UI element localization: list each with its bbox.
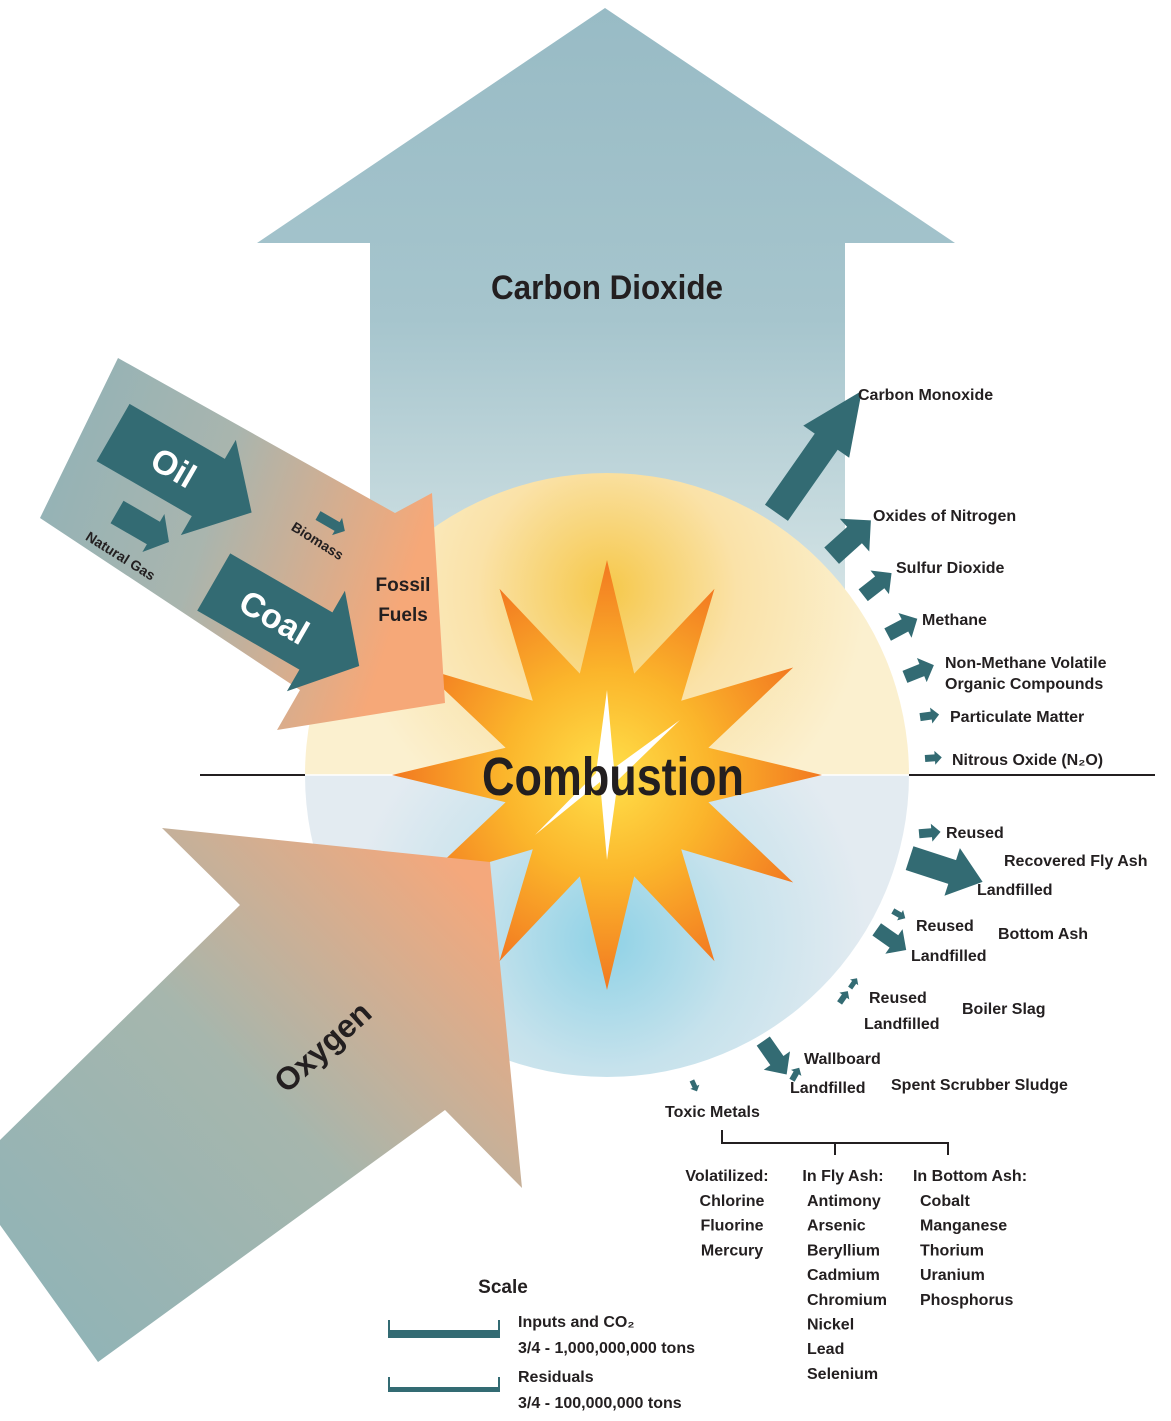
- residual-use: Reused: [916, 918, 974, 935]
- flow-arrow: [919, 707, 940, 726]
- scale-bar: [389, 1377, 499, 1392]
- toxic-metals-label: Toxic Metals: [665, 1104, 760, 1121]
- residual-name: Recovered Fly Ash: [1004, 853, 1147, 870]
- residual-use: Wallboard: [804, 1051, 881, 1068]
- residual-use: Landfilled: [977, 882, 1053, 899]
- fossil-fuels-label: Fuels: [378, 605, 428, 626]
- flow-arrow: [835, 988, 853, 1007]
- metal-name: Lead: [807, 1341, 844, 1358]
- residual-name: Bottom Ash: [998, 926, 1088, 943]
- metal-group-name: In Bottom Ash:: [913, 1168, 1027, 1185]
- flow-arrow: [854, 561, 901, 607]
- metal-name: Thorium: [920, 1242, 984, 1259]
- metal-name: Cobalt: [920, 1193, 970, 1210]
- flow-arrow: [846, 975, 861, 991]
- residual-use: Landfilled: [864, 1016, 940, 1033]
- oxygen-arrow: [0, 828, 522, 1362]
- metal-name: Phosphorus: [920, 1292, 1013, 1309]
- metal-group-name: Volatilized:: [685, 1168, 768, 1185]
- toxic-metal-groups: Volatilized: Chlorine Fluorine Mercury In Fl…: [685, 1168, 1027, 1383]
- center-label: Combustion: [482, 747, 744, 807]
- emission-label: Organic Compounds: [945, 676, 1103, 693]
- metal-name: Cadmium: [807, 1267, 880, 1284]
- scale-bar: [389, 1320, 499, 1338]
- scale-title: Scale: [478, 1277, 528, 1298]
- residual-use: Reused: [946, 825, 1004, 842]
- scale-label: Residuals: [518, 1369, 594, 1386]
- emission-label: Particulate Matter: [950, 709, 1084, 726]
- flow-arrow: [925, 750, 943, 765]
- emission-label: Nitrous Oxide (N₂O): [952, 752, 1103, 769]
- metal-group-name: In Fly Ash:: [802, 1168, 883, 1185]
- metal-name: Fluorine: [700, 1218, 763, 1235]
- emission-label: Oxides of Nitrogen: [873, 508, 1016, 525]
- flow-arrow: [918, 823, 941, 843]
- page: Oil Coal Natural Gas Biomass Fossil Fuel…: [0, 0, 1171, 1416]
- emission-label: Carbon Monoxide: [858, 387, 993, 404]
- metal-name: Mercury: [701, 1242, 763, 1259]
- metal-name: Chlorine: [700, 1193, 765, 1210]
- emission-label: Non-Methane Volatile: [945, 655, 1107, 672]
- residual-use: Reused: [869, 990, 927, 1007]
- emission-label: Methane: [922, 612, 987, 629]
- metal-name: Chromium: [807, 1292, 887, 1309]
- metal-name: Uranium: [920, 1267, 985, 1284]
- metal-name: Beryllium: [807, 1242, 880, 1259]
- flow-arrow: [900, 653, 939, 689]
- flow-arrow: [687, 1078, 701, 1093]
- residual-use: Landfilled: [790, 1080, 866, 1097]
- diagram: Oil Coal Natural Gas Biomass Fossil Fuel…: [0, 0, 1171, 1416]
- metal-name: Antimony: [807, 1193, 881, 1210]
- scale-value: 3/4 - 1,000,000,000 tons: [518, 1340, 695, 1357]
- output-label: Carbon Dioxide: [491, 269, 723, 307]
- scale-value: 3/4 - 100,000,000 tons: [518, 1395, 682, 1412]
- bracket: [721, 1130, 949, 1155]
- metal-name: Arsenic: [807, 1218, 866, 1235]
- metal-name: Selenium: [807, 1366, 878, 1383]
- residual-name: Boiler Slag: [962, 1001, 1046, 1018]
- flow-arrow: [881, 606, 924, 646]
- flow-arrow: [890, 906, 908, 924]
- fossil-fuels-label: Fossil: [376, 575, 431, 596]
- emission-label: Sulfur Dioxide: [896, 560, 1005, 577]
- residual-name: Spent Scrubber Sludge: [891, 1077, 1068, 1094]
- metal-name: Manganese: [920, 1218, 1007, 1235]
- residual-use: Landfilled: [911, 948, 987, 965]
- scale-label: Inputs and CO₂: [518, 1314, 634, 1331]
- flow-arrow: [868, 917, 915, 962]
- metal-name: Nickel: [807, 1317, 854, 1334]
